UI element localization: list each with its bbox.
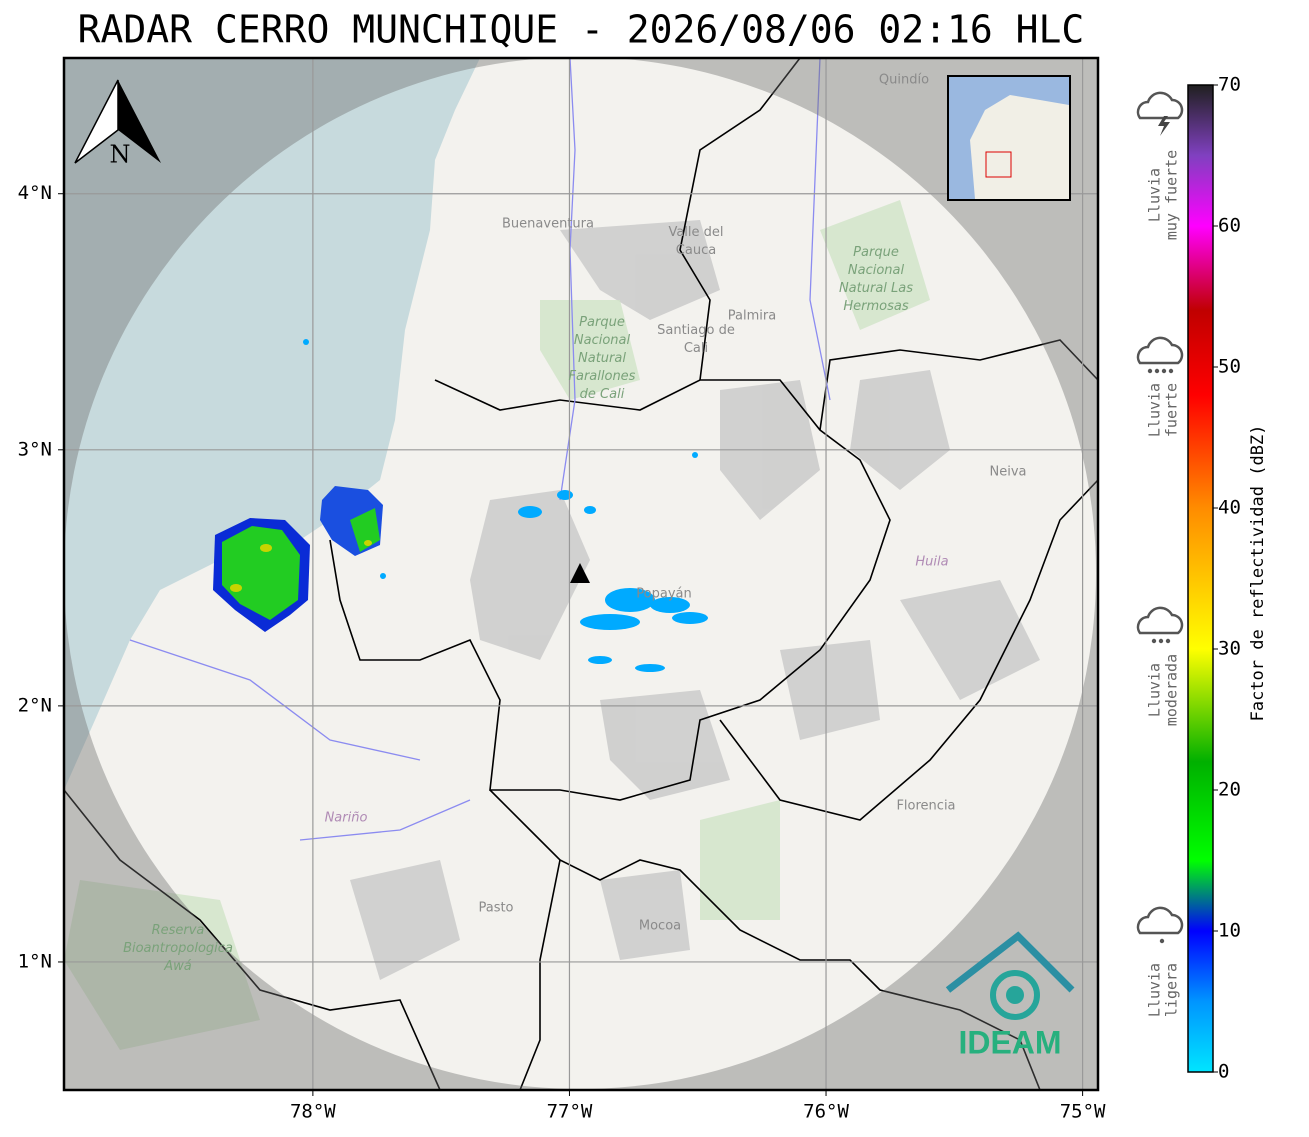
axes: 78°W 77°W 76°W 75°W 1°N 2°N 3°N 4°N xyxy=(18,182,1106,1122)
place-label: Pasto xyxy=(478,901,513,916)
title: RADAR CERRO MUNCHIQUE - 2026/08/06 02:16… xyxy=(78,8,1085,52)
place-label: Parque Nacional Natural Las Hermosas xyxy=(839,245,913,314)
rain-icon xyxy=(1136,336,1184,365)
north-arrow: N xyxy=(74,79,161,169)
place-label: Palmira xyxy=(728,309,776,324)
y-tick-label: 1°N xyxy=(18,950,52,972)
colorbar-tick-label: 10 xyxy=(1218,920,1241,942)
x-tick-label: 78°W xyxy=(290,1101,336,1123)
y-tick-label: 4°N xyxy=(18,182,52,204)
place-label: Santiago de Cali xyxy=(657,323,735,356)
colorbar-label: Factor de reflectividad (dBZ) xyxy=(1248,425,1268,722)
place-label: Nariño xyxy=(325,811,368,826)
rain-icon-drop xyxy=(1159,938,1165,944)
rain-icon-drop xyxy=(1168,368,1174,374)
radar-site xyxy=(570,563,590,583)
parks xyxy=(64,200,930,1050)
colorbar: 0 10 20 30 40 50 60 70 Factor de reflectividad (… xyxy=(1187,74,1268,1083)
rain-icon-drop xyxy=(1151,638,1157,644)
rain-level-label: Lluvia xyxy=(1146,963,1164,1017)
place-label: Valle del Cauca xyxy=(668,225,723,258)
radar-echoes xyxy=(213,339,708,672)
place-label: Neiva xyxy=(990,465,1027,480)
rain-icon xyxy=(1136,91,1184,120)
colorbar-tick-label: 20 xyxy=(1218,779,1241,801)
rain-level-label: Lluvia xyxy=(1146,383,1164,437)
north-label: N xyxy=(110,141,131,169)
grid xyxy=(64,58,1098,1090)
place-label: Reserva Bioantropologica Awá xyxy=(123,923,233,974)
rain-icon-drop xyxy=(1158,638,1164,644)
colorbar-tick-label: 70 xyxy=(1218,74,1241,96)
logo-text: IDEAM xyxy=(958,1024,1061,1060)
rain-icon-drop xyxy=(1165,638,1171,644)
y-tick-label: 3°N xyxy=(18,438,52,460)
place-label: Mocoa xyxy=(639,919,681,934)
ocean xyxy=(64,58,480,790)
colorbar-tick-label: 60 xyxy=(1218,215,1241,237)
x-tick-label: 76°W xyxy=(803,1101,849,1123)
rain-level-label: fuerte xyxy=(1163,383,1181,437)
place-labels: Buenaventura Valle del Cauca PalmiraSantiag… xyxy=(123,73,1026,974)
y-tick-label: 2°N xyxy=(18,694,52,716)
rain-icon-drop xyxy=(1147,368,1153,374)
rain-icon-drop xyxy=(1161,368,1167,374)
place-label: Parque Nacional Natural Farallones de Cali xyxy=(569,315,636,402)
department-borders xyxy=(64,58,1098,1090)
rain-level-label: Lluvia xyxy=(1146,168,1164,222)
place-label: Huila xyxy=(915,555,948,570)
colorbar-tick-label: 30 xyxy=(1218,638,1241,660)
x-tick-label: 77°W xyxy=(547,1101,593,1123)
map-frame xyxy=(62,56,1100,1092)
place-label: Popayán xyxy=(636,587,691,602)
ideam-logo: IDEAM xyxy=(945,931,1075,1060)
rain-level-label: Lluvia xyxy=(1146,663,1164,717)
colorbar-tick-label: 50 xyxy=(1218,356,1241,378)
colorbar-bar xyxy=(1187,84,1214,1073)
place-label: Quindío xyxy=(879,73,929,88)
inset-map xyxy=(947,75,1071,201)
rain-level-label: moderada xyxy=(1163,654,1181,726)
rain-level-label: muy fuerte xyxy=(1163,150,1181,240)
rain-icon-bolt xyxy=(1158,116,1170,136)
colorbar-tick-label: 0 xyxy=(1218,1061,1229,1083)
rain-icon-drop xyxy=(1154,368,1160,374)
place-label: Florencia xyxy=(896,799,955,814)
rain-icon xyxy=(1136,906,1184,935)
x-tick-label: 75°W xyxy=(1060,1101,1106,1123)
colorbar-tick-label: 40 xyxy=(1218,497,1241,519)
place-label: Buenaventura xyxy=(502,217,594,232)
rain-icon xyxy=(1136,606,1184,635)
rain-level-label: ligera xyxy=(1163,963,1181,1017)
